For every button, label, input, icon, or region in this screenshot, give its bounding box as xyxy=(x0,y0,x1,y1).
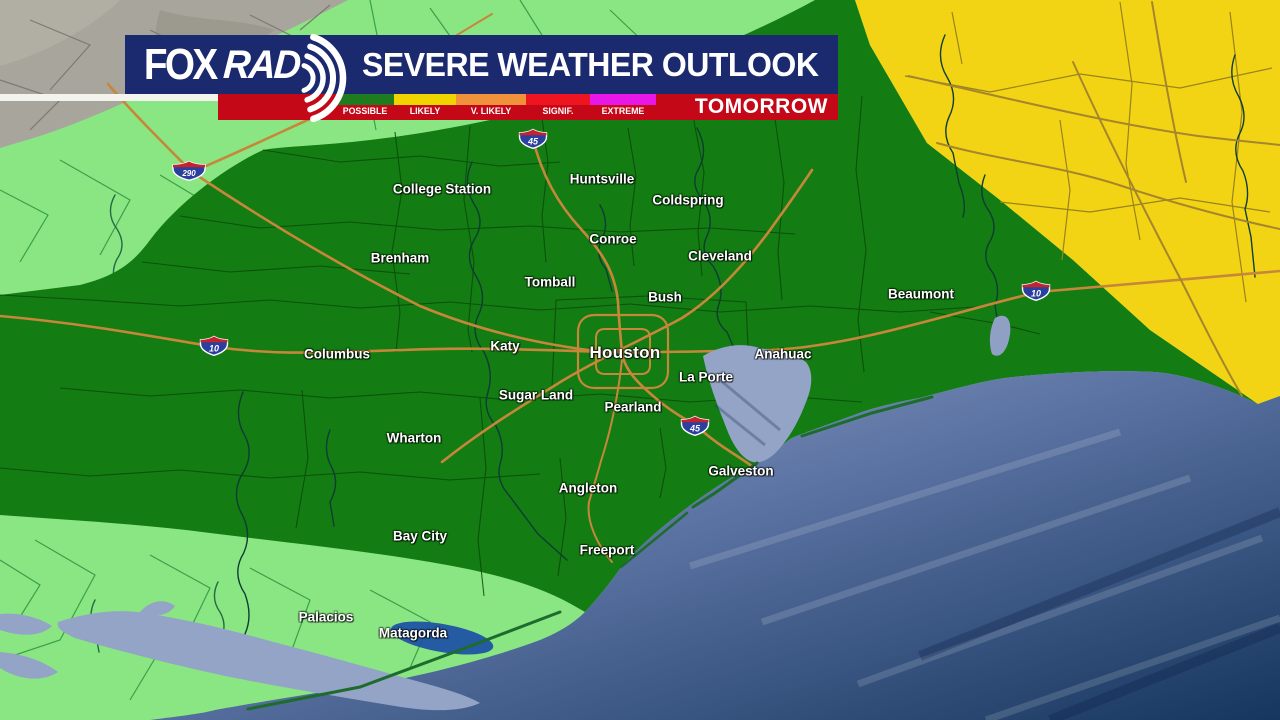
legend-item-extreme: EXTREME xyxy=(590,94,656,120)
interstate-shield-10-east: 10 xyxy=(1021,280,1051,302)
legend-swatch-possible xyxy=(336,94,394,105)
legend-swatch-v-likely xyxy=(456,94,526,105)
city-label: Matagorda xyxy=(378,625,448,641)
gulf-water xyxy=(150,371,1280,720)
banner-title: SEVERE WEATHER OUTLOOK xyxy=(362,45,819,83)
legend-strip: POSSIBLE LIKELY V. LIKELY SIGNIF. EXTREM… xyxy=(218,94,838,120)
city-label: Coldspring xyxy=(652,192,724,208)
svg-text:45: 45 xyxy=(527,137,539,147)
city-label: Wharton xyxy=(386,430,442,446)
legend-item-likely: LIKELY xyxy=(394,94,456,120)
bay-texture xyxy=(714,378,781,447)
risk-region-possible xyxy=(0,0,1258,612)
city-label: Huntsville xyxy=(569,171,635,187)
city-label: La Porte xyxy=(678,369,734,385)
city-label: Brenham xyxy=(370,250,430,266)
city-label: Katy xyxy=(490,338,520,354)
city-label: Columbus xyxy=(304,346,370,362)
city-label: Conroe xyxy=(589,231,637,247)
risk-region-likely xyxy=(855,0,1280,404)
county-lines-outlook xyxy=(0,41,1041,597)
interstate-shield-45-north: 45 xyxy=(518,128,548,150)
city-label: Angleton xyxy=(558,480,618,496)
legend-swatch-likely xyxy=(394,94,456,105)
city-label: Freeport xyxy=(579,542,635,558)
highways-likely-area xyxy=(907,1,1280,397)
legend-label: POSSIBLE xyxy=(342,106,388,116)
barrier-islands xyxy=(246,395,934,711)
highway-shield-290: 290 xyxy=(172,160,206,182)
legend-label: V. LIKELY xyxy=(470,106,512,116)
svg-text:10: 10 xyxy=(1031,289,1041,299)
sabine-lake xyxy=(989,315,1011,356)
city-label: Bush xyxy=(648,289,682,305)
rad-logo-text: RAD xyxy=(222,42,302,87)
galveston-bay xyxy=(703,345,812,463)
city-label: Pearland xyxy=(604,399,662,415)
risk-legend: POSSIBLE LIKELY V. LIKELY SIGNIF. EXTREM… xyxy=(336,94,656,120)
foxrad-logo: FOX RAD xyxy=(139,39,302,89)
road-beltway8 xyxy=(576,313,670,390)
city-label: Tomball xyxy=(524,274,576,290)
city-label: Sugar Land xyxy=(498,387,574,403)
city-label: Anahuac xyxy=(754,346,812,362)
header-white-bar xyxy=(0,94,220,101)
fox-logo-text: FOX xyxy=(143,39,218,89)
legend-swatch-extreme xyxy=(590,94,656,105)
road-us290 xyxy=(190,170,606,354)
legend-item-possible: POSSIBLE xyxy=(336,94,394,120)
svg-text:290: 290 xyxy=(181,169,196,178)
legend-swatch-signif xyxy=(526,94,590,105)
road-us59 xyxy=(440,168,814,464)
legend-item-signif: SIGNIF. xyxy=(526,94,590,120)
city-label: Palacios xyxy=(298,609,354,625)
title-banner: FOX RAD SEVERE WEATHER OUTLOOK xyxy=(125,35,838,94)
legend-item-v-likely: V. LIKELY xyxy=(456,94,526,120)
city-label-houston: Houston xyxy=(589,343,661,362)
svg-text:10: 10 xyxy=(209,344,219,354)
road-sh288 xyxy=(587,359,623,563)
gulf-wave-streaks xyxy=(688,428,1280,720)
city-label: Beaumont xyxy=(887,286,955,302)
legend-label: LIKELY xyxy=(409,106,441,116)
interstate-shield-10-west: 10 xyxy=(199,335,229,357)
interstate-shield-45-south: 45 xyxy=(680,415,710,437)
city-label: Galveston xyxy=(708,463,774,479)
city-label: Bay City xyxy=(392,528,448,544)
rivers xyxy=(235,34,1256,661)
legend-label: SIGNIF. xyxy=(542,106,574,116)
legend-label: EXTREME xyxy=(601,106,645,116)
city-label: College Station xyxy=(392,181,492,197)
city-label: Cleveland xyxy=(688,248,752,264)
timeframe-badge: TOMORROW xyxy=(694,95,828,118)
road-i610 xyxy=(595,328,651,375)
svg-text:45: 45 xyxy=(689,424,701,434)
